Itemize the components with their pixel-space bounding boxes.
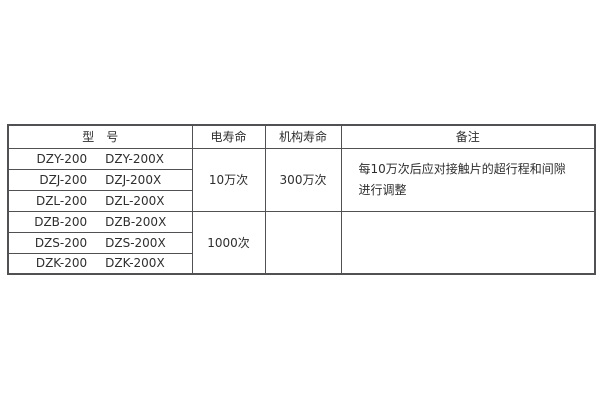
remarks-group2-cell [340, 210, 596, 275]
col-header-model: 型 号 [7, 124, 193, 149]
model-name-x: DZK-200X [105, 256, 165, 271]
model-name-x: DZS-200X [105, 235, 166, 250]
table-row: DZL-200 DZL-200X [7, 189, 595, 212]
mechanical-life-group1-cell: 300万次 [264, 147, 342, 212]
remarks-line-1: 每10万次后应对接触片的超行程和间隙 [358, 161, 566, 176]
model-name: DZL-200 [35, 193, 88, 208]
model-name-x: DZB-200X [105, 214, 167, 229]
model-name: DZJ-200 [39, 172, 88, 187]
model-cell-dzb: DZB-200 DZB-200X [7, 210, 193, 233]
model-name-x: DZY-200X [105, 151, 164, 166]
table-row: DZK-200 DZK-200X [7, 252, 595, 275]
remarks-group1-cell: 每10万次后应对接触片的超行程和间隙 进行调整 [340, 147, 596, 212]
col-header-remarks: 备注 [340, 124, 596, 149]
model-cell-dzj: DZJ-200 DZJ-200X [7, 168, 193, 191]
mechanical-life-group2-cell [264, 210, 342, 275]
table-row: DZY-200 DZY-200X 10万次 300万次 每10万次后应对接触片的… [7, 147, 596, 212]
relay-life-spec-table: 型 号 电寿命 机构寿命 备注 DZY-200 DZY-200X 10万次 30… [7, 124, 596, 275]
table-row: DZB-200 DZB-200X 1000次 [7, 210, 596, 275]
model-name-x: DZJ-200X [105, 172, 162, 187]
model-cell-dzk: DZK-200 DZK-200X [7, 252, 193, 275]
col-header-electrical-life: 电寿命 [191, 124, 266, 149]
model-name: DZS-200 [34, 235, 88, 250]
model-cell-dzs: DZS-200 DZS-200X [7, 231, 193, 254]
electrical-life-group1-cell: 10万次 [191, 147, 266, 212]
model-name: DZY-200 [36, 151, 88, 166]
model-name-x: DZL-200X [105, 193, 165, 208]
col-header-mechanical-life: 机构寿命 [264, 124, 342, 149]
model-cell-dzl: DZL-200 DZL-200X [7, 189, 193, 212]
table-header-row: 型 号 电寿命 机构寿命 备注 [7, 124, 596, 149]
model-name: DZB-200 [34, 214, 88, 229]
table-row: DZJ-200 DZJ-200X [7, 168, 595, 191]
model-cell-dzy: DZY-200 DZY-200X [7, 147, 193, 170]
model-name: DZK-200 [35, 256, 88, 271]
remarks-line-2: 进行调整 [358, 182, 407, 197]
electrical-life-group2-cell: 1000次 [191, 210, 266, 275]
